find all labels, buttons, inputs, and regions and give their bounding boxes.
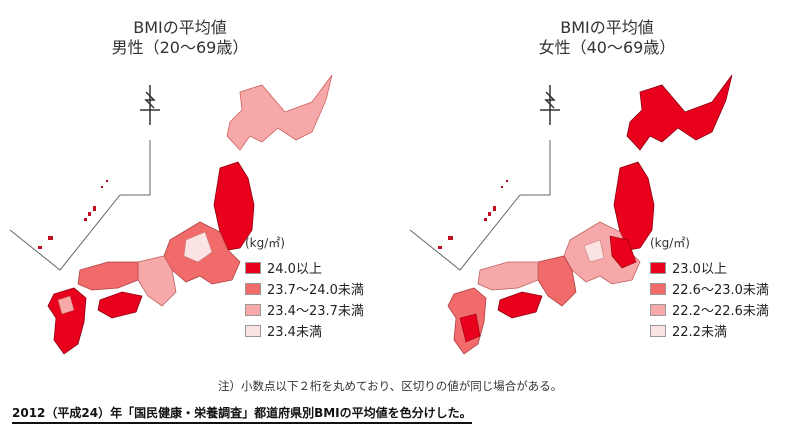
region-hokkaido: [226, 74, 333, 151]
legend-female: (kg/㎡) 23.0以上 22.6～23.0未満 22.2～22.6未満 22…: [650, 234, 769, 341]
legend-swatch: [650, 303, 666, 316]
legend-swatch: [650, 324, 666, 337]
legend-item: 22.2未満: [650, 320, 769, 341]
legend-swatch: [650, 261, 666, 274]
legend-unit: (kg/㎡): [245, 236, 285, 250]
map-title-line1: BMIの平均値: [133, 18, 227, 37]
okinawa-islands: [38, 180, 108, 249]
okinawa-islands: [438, 180, 508, 249]
region-chugoku: [477, 261, 539, 291]
legend-swatch: [650, 282, 666, 295]
region-tohoku: [613, 161, 655, 251]
legend-label: 22.2未満: [672, 325, 727, 340]
legend-male: (kg/㎡) 24.0以上 23.7～24.0未満 23.4～23.7未満 23…: [245, 234, 364, 341]
legend-swatch: [245, 282, 261, 295]
legend-label: 23.7～24.0未満: [267, 283, 364, 298]
region-hokkaido: [626, 74, 733, 151]
legend-unit: (kg/㎡): [650, 236, 690, 250]
legend-label: 23.0以上: [672, 262, 727, 277]
legend-label: 23.4未満: [267, 325, 322, 340]
legend-item: 22.2～22.6未満: [650, 299, 769, 320]
japan-map-male: [9, 74, 333, 355]
north-arrow-icon: [140, 85, 160, 125]
region-tohoku: [213, 161, 255, 251]
map-title-line2: 男性（20～69歳）: [111, 38, 249, 57]
legend-label: 22.2～22.6未満: [672, 304, 769, 319]
legend-swatch: [245, 303, 261, 316]
map-title-line2: 女性（40～69歳）: [538, 38, 676, 57]
map-panel-male: BMIの平均値 男性（20～69歳） (kg/㎡) 24.0以上 23.7～24…: [0, 0, 400, 380]
legend-item: 23.4未満: [245, 320, 364, 341]
legend-label: 22.6～23.0未満: [672, 283, 769, 298]
legend-item: 23.0以上: [650, 257, 769, 278]
japan-map-female: [409, 74, 733, 355]
region-kyushu: [47, 287, 87, 355]
map-panel-female: BMIの平均値 女性（40～69歳） (kg/㎡) 23.0以上 22.6～23…: [400, 0, 799, 380]
region-kinki: [137, 255, 177, 307]
legend-item: 23.4～23.7未満: [245, 299, 364, 320]
map-title-line1: BMIの平均値: [560, 18, 654, 37]
legend-label: 23.4～23.7未満: [267, 304, 364, 319]
legend-label: 24.0以上: [267, 262, 322, 277]
legend-item: 24.0以上: [245, 257, 364, 278]
north-arrow-icon: [540, 85, 560, 125]
region-kinki: [537, 255, 577, 307]
legend-item: 23.7～24.0未満: [245, 278, 364, 299]
caption: 2012（平成24）年「国民健康・栄養調査」都道府県別BMIの平均値を色分けした…: [12, 404, 472, 424]
legend-swatch: [245, 324, 261, 337]
legend-item: 22.6～23.0未満: [650, 278, 769, 299]
footnote: 注）小数点以下２桁を丸めており、区切りの値が同じ場合がある。: [218, 379, 563, 393]
region-chugoku: [77, 261, 139, 291]
region-shikoku: [97, 291, 143, 319]
region-shikoku: [497, 291, 543, 319]
legend-swatch: [245, 261, 261, 274]
